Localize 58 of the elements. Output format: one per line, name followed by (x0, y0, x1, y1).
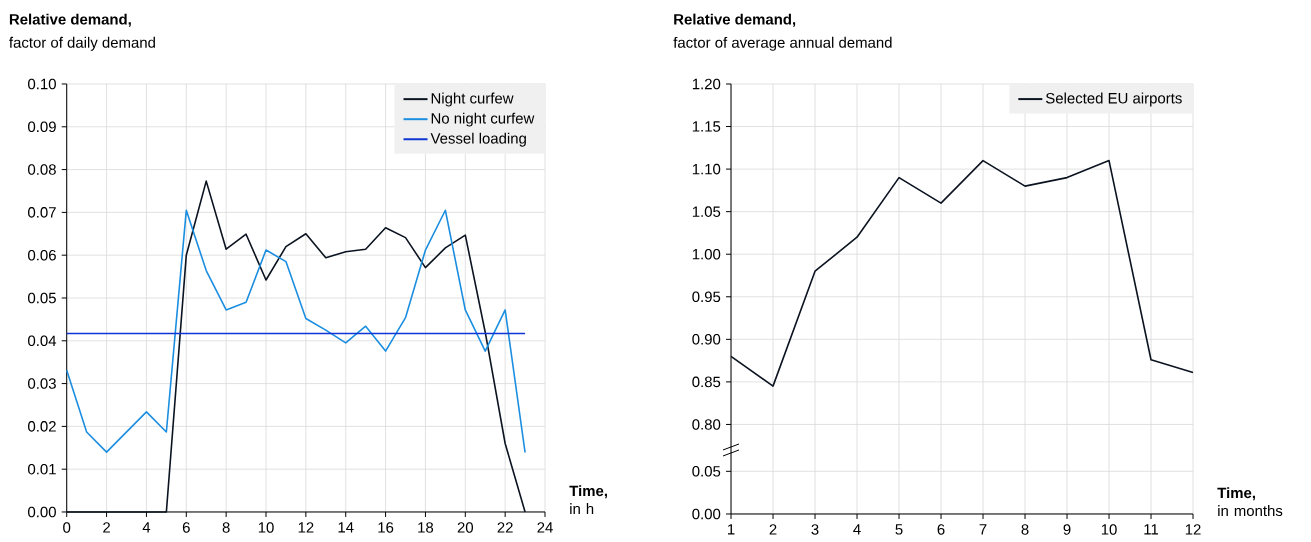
x-tick-label: 22 (497, 522, 513, 533)
y-tick-label: 1.15 (692, 121, 721, 132)
y-tick-label: 0.85 (692, 376, 721, 388)
x-tick-label: 12 (1185, 524, 1201, 535)
y-tick-label: 0.07 (28, 207, 56, 218)
line-series (730, 159, 1194, 387)
x-tick-label: 9 (1063, 524, 1071, 535)
x-tick-label: 24 (537, 522, 553, 533)
y-tick-label: 0.08 (28, 164, 56, 175)
legend-label: Vessel loading (430, 132, 526, 147)
x-tick-label: 4 (142, 522, 151, 533)
x-tick-label: 8 (222, 522, 230, 533)
y-tick-label: 1.05 (692, 206, 721, 217)
x-axis-title: Time, in months (1217, 487, 1283, 517)
x-tick-label: 10 (1101, 524, 1117, 535)
x-axis-title: Time, in h (569, 485, 607, 514)
x-tick-label: 10 (258, 522, 274, 533)
x-tick-label: 6 (182, 522, 190, 533)
x-tick-label: 2 (769, 524, 777, 535)
y-tick-label: 0.00 (692, 508, 721, 520)
y-tick-label: 0.95 (692, 291, 721, 303)
y-tick-label: 0.00 (28, 506, 56, 518)
chart-title: Relative demand, (674, 13, 796, 27)
legend-label: No night curfew (431, 112, 535, 127)
x-tick-label: 18 (418, 522, 434, 533)
y-tick-label: 0.90 (692, 334, 721, 345)
y-tick-label: 0.05 (692, 466, 721, 477)
y-tick-label: 0.01 (28, 463, 56, 475)
x-tick-label: 5 (895, 524, 903, 535)
y-tick-label: 0.03 (28, 378, 56, 389)
y-axis-title: factor of average annual demand (673, 36, 892, 51)
chart-title: Relative demand, (9, 13, 131, 27)
y-tick-label: 0.06 (28, 249, 56, 261)
y-tick-label: 1.20 (692, 78, 721, 90)
x-tick-label: 1 (728, 524, 735, 535)
x-tick-label: 16 (378, 522, 394, 533)
y-tick-label: 0.80 (692, 419, 721, 430)
legend-label: Selected EU airports (1045, 92, 1182, 107)
x-tick-label: 8 (1021, 524, 1029, 535)
x-tick-label: 11 (1144, 524, 1159, 535)
x-tick-label: 12 (298, 522, 314, 533)
x-tick-label: 14 (338, 522, 354, 533)
y-axis-title: factor of daily demand (9, 36, 155, 51)
y-tick-label: 0.09 (28, 121, 56, 133)
x-tick-label: 3 (811, 524, 819, 535)
x-tick-label: 6 (937, 524, 945, 535)
x-tick-label: 2 (103, 522, 110, 533)
legend-label: Night curfew (431, 92, 514, 107)
x-tick-label: 7 (979, 524, 987, 535)
x-tick-label: 0 (63, 522, 71, 533)
y-tick-label: 0.05 (28, 292, 56, 304)
x-tick-label: 20 (457, 522, 474, 533)
y-tick-label: 0.10 (28, 78, 56, 90)
y-tick-label: 1.00 (692, 248, 721, 260)
y-tick-label: 1.10 (692, 163, 721, 175)
x-tick-label: 4 (853, 524, 861, 535)
y-tick-label: 0.04 (28, 335, 57, 347)
y-tick-label: 0.02 (28, 421, 56, 432)
